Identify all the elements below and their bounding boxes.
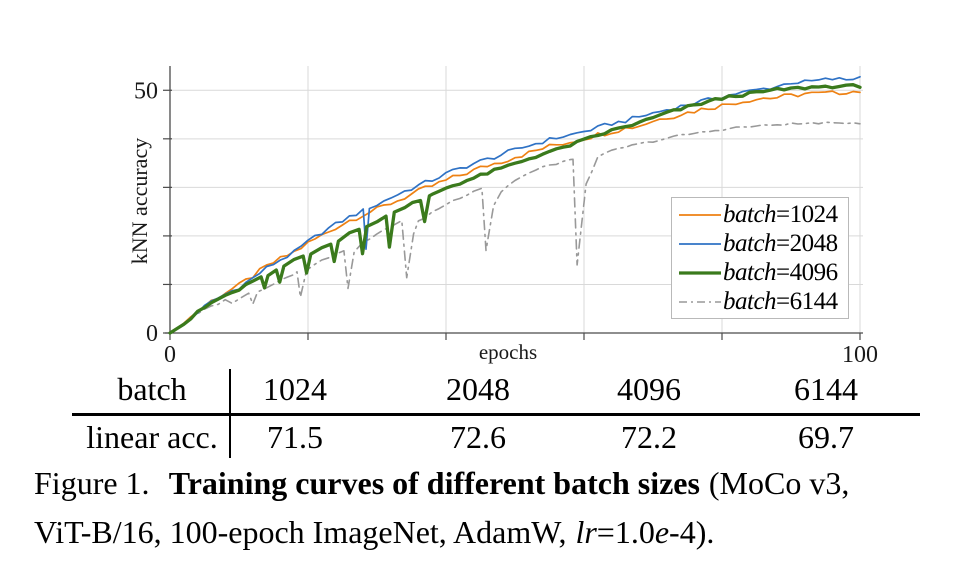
batch-1024-line-sample [679,213,721,216]
figure-caption: Figure 1. Training curves of different ba… [34,459,964,557]
legend-item-label: batch=4096 [723,258,838,286]
series-batch-4096 [168,83,862,335]
legend-item-batch-1024: batch=1024 [677,201,848,229]
caption-lr-value: =1.0 [596,514,655,550]
caption-suffix: -4). [669,514,715,550]
training-curves-chart: 0 50 0 100 epochs kNN accuracy [127,66,878,365]
caption-title: Training curves of different batch sizes [168,465,700,501]
caption-lr-var: lr [575,514,597,550]
table-batch-value: 4096 [617,371,681,407]
legend-item-label: batch=6144 [723,287,838,315]
caption-settings: ViT-B/16, 100-epoch ImageNet, AdamW, [34,514,567,550]
caption-line-2: ViT-B/16, 100-epoch ImageNet, AdamW, lr=1… [34,508,964,557]
table-acc-value: 69.7 [798,419,854,455]
table-acc-value: 72.6 [450,419,506,455]
legend-item-batch-6144: batch=6144 [677,288,848,316]
x-tick-label: 100 [842,342,878,365]
table-batch-value: 6144 [794,371,858,407]
caption-e-var: e [654,514,670,550]
y-tick-label: 0 [146,321,158,347]
y-axis-label: kNN accuracy [127,138,152,264]
legend: batch=1024 batch=2048 batch=4096 batch=6144 [671,197,849,319]
batch-6144-line-sample [679,300,721,303]
y-tick-label: 50 [134,78,158,104]
batch-2048-line-sample [679,242,721,245]
caption-after-title: (MoCo v3, [708,465,850,501]
table-rule [72,413,920,416]
legend-item-batch-2048: batch=2048 [677,230,848,258]
table-row-label: linear acc. [86,419,218,455]
caption-line-1: Figure 1. Training curves of different ba… [34,459,964,508]
series-batch-2048 [169,75,861,334]
table-batch-value: 2048 [446,371,510,407]
series-batch-6144 [169,121,861,334]
legend-item-label: batch=1024 [723,200,838,228]
table-acc-value: 71.5 [267,419,323,455]
batch-4096-line-sample [679,270,721,275]
table-header-label: batch [117,371,187,407]
caption-figure-label: Figure 1. [34,465,150,501]
table-batch-value: 1024 [263,371,327,407]
x-axis-label: epochs [479,340,537,364]
table-acc-value: 72.2 [621,419,677,455]
series-batch-1024 [169,90,861,334]
x-tick-label: 0 [164,342,176,365]
legend-item-label: batch=2048 [723,229,838,257]
legend-item-batch-4096: batch=4096 [677,259,848,287]
